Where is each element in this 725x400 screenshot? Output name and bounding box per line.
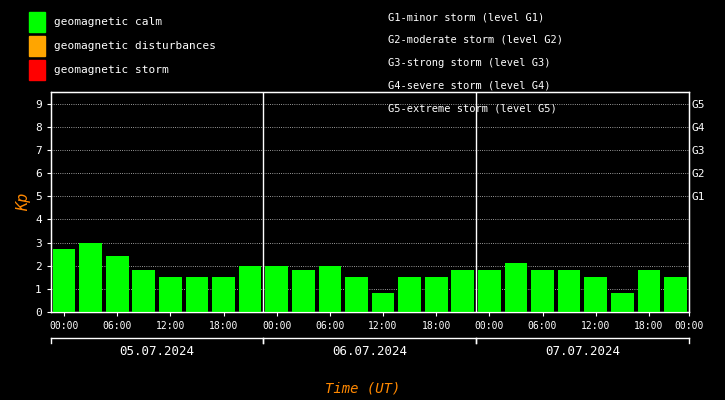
Text: 07.07.2024: 07.07.2024 [545, 345, 620, 358]
Text: G4-severe storm (level G4): G4-severe storm (level G4) [388, 80, 550, 90]
Y-axis label: Kp: Kp [16, 193, 30, 211]
Text: G5-extreme storm (level G5): G5-extreme storm (level G5) [388, 104, 557, 114]
Bar [664, 277, 687, 312]
Bar [372, 294, 394, 312]
Bar [478, 270, 501, 312]
Bar [398, 277, 421, 312]
Bar [425, 277, 447, 312]
Bar [265, 266, 288, 312]
Text: G1-minor storm (level G1): G1-minor storm (level G1) [388, 12, 544, 22]
Bar [584, 277, 607, 312]
Text: 05.07.2024: 05.07.2024 [120, 345, 194, 358]
Bar [637, 270, 660, 312]
Bar [106, 256, 128, 312]
Bar [292, 270, 315, 312]
Text: geomagnetic calm: geomagnetic calm [54, 17, 162, 27]
Bar [452, 270, 474, 312]
Bar [53, 250, 75, 312]
Text: G2-moderate storm (level G2): G2-moderate storm (level G2) [388, 35, 563, 45]
Bar [505, 263, 527, 312]
Bar [212, 277, 235, 312]
Bar [79, 242, 102, 312]
Bar [558, 270, 581, 312]
Text: geomagnetic storm: geomagnetic storm [54, 65, 168, 75]
Text: Time (UT): Time (UT) [325, 382, 400, 396]
Bar [611, 294, 634, 312]
Bar [133, 270, 155, 312]
Bar [159, 277, 182, 312]
Bar [531, 270, 554, 312]
Bar [239, 266, 262, 312]
Bar [318, 266, 341, 312]
Bar [186, 277, 208, 312]
Text: 06.07.2024: 06.07.2024 [332, 345, 407, 358]
Bar [345, 277, 368, 312]
Text: G3-strong storm (level G3): G3-strong storm (level G3) [388, 58, 550, 68]
Text: geomagnetic disturbances: geomagnetic disturbances [54, 41, 215, 51]
